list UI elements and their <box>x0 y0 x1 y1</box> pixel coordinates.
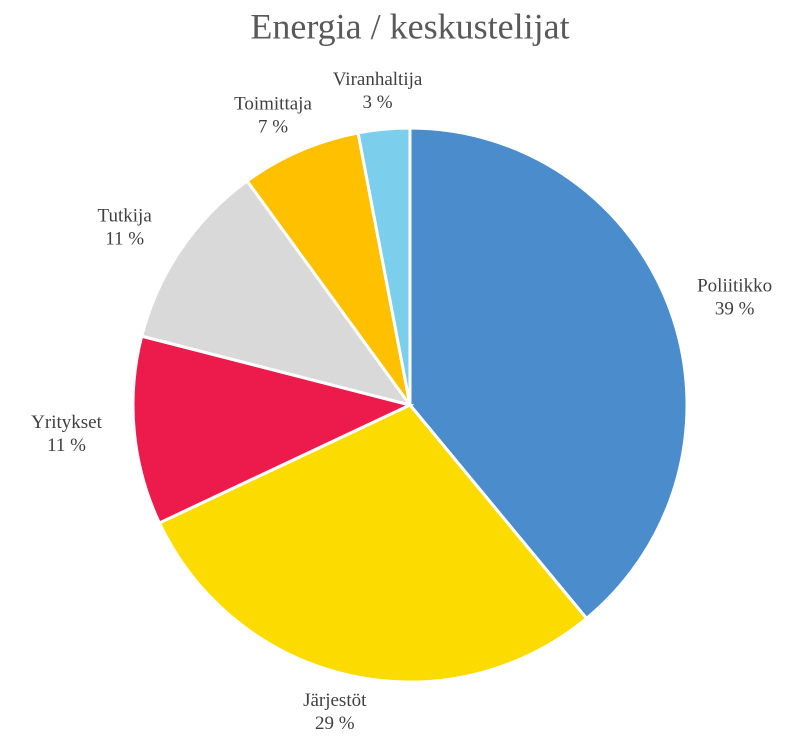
slice-label: Viranhaltija <box>333 69 423 90</box>
pie-slice <box>131 334 415 525</box>
slice-value-label: 39 % <box>715 299 755 320</box>
slice-label: Järjestöt <box>303 690 367 711</box>
pie-slice <box>356 126 412 406</box>
slice-label: Poliitikko <box>697 276 772 297</box>
slice-label: Yritykset <box>31 412 102 433</box>
chart-title: Energia / keskustelijat <box>250 6 569 46</box>
slice-value-label: 3 % <box>362 92 392 113</box>
slice-value-label: 7 % <box>258 116 288 137</box>
pie-slice <box>408 126 689 621</box>
slice-value-label: 29 % <box>315 713 355 734</box>
slice-value-label: 11 % <box>105 228 144 249</box>
pie-slice <box>139 178 414 408</box>
slice-label: Tutkija <box>98 205 153 226</box>
slice-value-label: 11 % <box>47 435 86 456</box>
slice-label: Toimittaja <box>234 93 312 114</box>
pie-slice <box>245 131 412 406</box>
